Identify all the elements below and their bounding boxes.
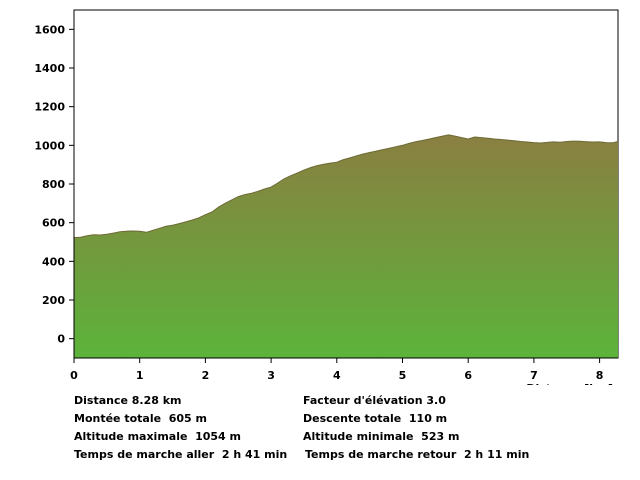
y-tick-label: 800 [42,178,65,191]
x-tick-label: 3 [267,369,275,382]
x-axis-label: Distance [km] [526,382,613,385]
distance-stat: Distance 8.28 km [74,394,182,407]
elevation-profile-line [73,134,619,239]
elevation-factor-stat: Facteur d'élévation 3.0 [303,394,446,407]
walk-time-return-stat: Temps de marche retour 2 h 11 min [305,448,530,461]
max-altitude-stat: Altitude maximale 1054 m [74,430,241,443]
statistics-panel: Distance 8.28 km Facteur d'élévation 3.0… [0,392,640,472]
x-tick-label: 2 [202,369,210,382]
total-ascent-stat: Montée totale 605 m [74,412,207,425]
y-tick-label: 0 [57,333,65,346]
y-tick-label: 600 [42,217,65,230]
y-tick-label: 400 [42,255,65,268]
x-tick-label: 5 [399,369,407,382]
y-tick-label: 1400 [34,62,65,75]
min-altitude-stat: Altitude minimale 523 m [303,430,460,443]
elevation-chart: 0 200 400 600 800 1000 1200 1400 1600 0 1 2 3 4 5 6 7 8Di… [34,9,619,385]
x-tick-label: 6 [464,369,472,382]
x-tick-label: 4 [333,369,341,382]
x-tick-label: 8 [596,369,604,382]
walk-time-forward-stat: Temps de marche aller 2 h 41 min [74,448,288,461]
y-tick-label: 1600 [34,23,65,36]
y-tick-label: 1200 [34,101,65,114]
elevation-area [74,134,618,358]
x-tick-label: 7 [530,369,538,382]
plot-area: 0 200 400 600 800 1000 1200 1400 1600 0 1 2 3 4 5 6 7 8Di… [34,9,619,385]
y-tick-label: 200 [42,294,65,307]
y-tick-label: 1000 [34,139,65,152]
x-tick-label: 1 [136,369,144,382]
total-descent-stat: Descente totale 110 m [303,412,448,425]
x-tick-label: 0 [70,369,78,382]
